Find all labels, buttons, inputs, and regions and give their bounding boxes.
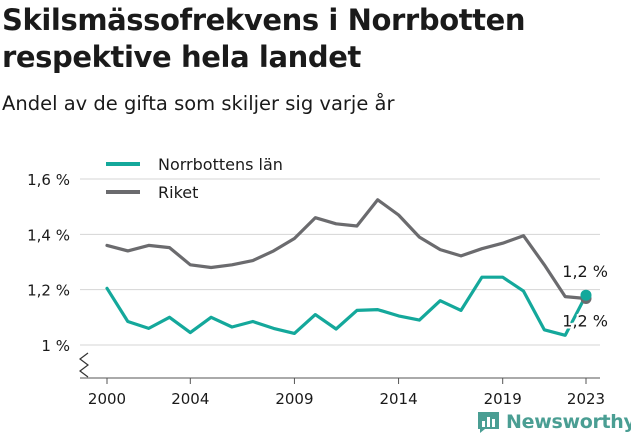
series-lines: [105, 198, 592, 337]
end-point: [580, 289, 592, 301]
series-line: [105, 275, 588, 337]
y-tick-label: 1,6 %: [27, 171, 70, 189]
x-tick-label: 2014: [379, 390, 417, 408]
y-tick-label: 1,2 %: [27, 282, 70, 300]
legend: Norrbottens län Riket: [106, 155, 283, 202]
x-tick-label: 2000: [88, 390, 126, 408]
y-tick-label: 1 %: [41, 337, 70, 355]
chart-subtitle: Andel av de gifta som skiljer sig varje …: [2, 92, 395, 115]
y-tick-label: 1,4 %: [27, 226, 70, 244]
legend-label: Norrbottens län: [158, 155, 283, 174]
x-tick-label: 2004: [171, 390, 209, 408]
axis-break-icon: [79, 352, 89, 378]
newsworthy-logo-icon: [478, 411, 499, 433]
series-line: [105, 198, 588, 301]
brand-name: Newsworthy: [506, 411, 631, 433]
brand-logo: Newsworthy: [476, 407, 631, 437]
legend-label: Riket: [158, 183, 198, 202]
end-value-label: 1,2 %: [562, 262, 608, 281]
end-labels: 1,2 % 1,2 %: [560, 260, 610, 332]
chart-title: Skilsmässofrekvens i Norrbotten respekti…: [2, 3, 526, 74]
x-tick-label: 2019: [484, 390, 522, 408]
x-tick-label: 2023: [567, 390, 605, 408]
x-tick-label: 2009: [275, 390, 313, 408]
axes: 1 % 1,2 % 1,4 % 1,6 % 2000 2004 2009 2014 2019 20…: [27, 171, 605, 408]
end-value-label: 1,2 %: [562, 312, 608, 331]
gridlines: [80, 178, 600, 346]
